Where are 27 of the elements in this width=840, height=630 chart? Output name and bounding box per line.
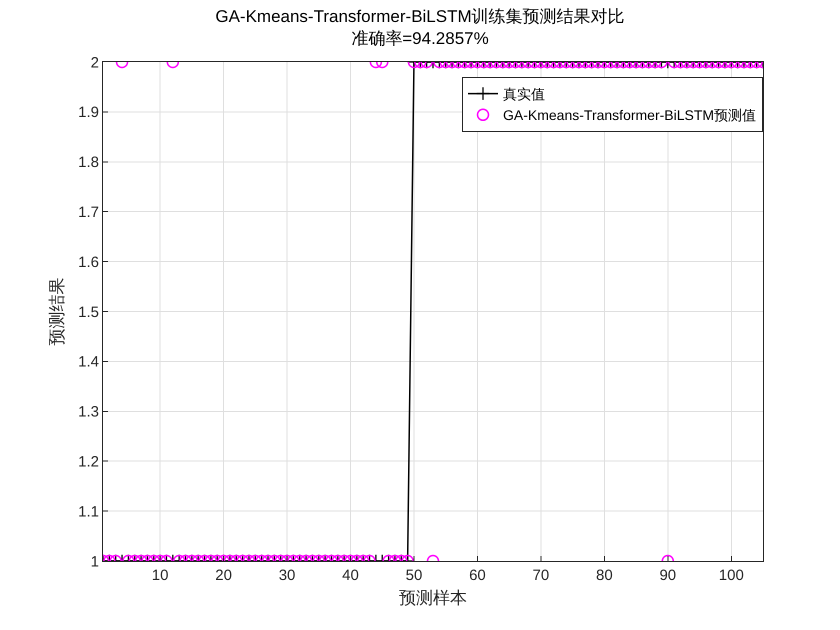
y-tick-label: 1.9 — [78, 104, 99, 122]
x-tick-label: 40 — [342, 567, 359, 584]
chart-title: GA-Kmeans-Transformer-BiLSTM训练集预测结果对比 — [215, 7, 625, 26]
x-tick-label: 30 — [278, 567, 296, 584]
y-tick-label: 1.2 — [78, 453, 99, 470]
x-tick-label: 70 — [532, 567, 550, 584]
y-tick-label: 1.6 — [78, 254, 99, 271]
x-tick-label: 20 — [215, 567, 232, 584]
y-tick-label: 1.7 — [78, 204, 99, 221]
x-tick-label: 90 — [659, 567, 676, 584]
x-axis-title: 预测样本 — [399, 588, 467, 608]
y-tick-label: 2 — [90, 54, 99, 72]
y-tick-label: 1.5 — [78, 304, 99, 321]
y-tick-label: 1 — [90, 553, 99, 570]
x-tick-label: 60 — [469, 567, 486, 584]
y-axis-title: 预测结果 — [48, 278, 67, 346]
legend-label: 真实值 — [503, 86, 545, 102]
x-tick-label: 50 — [406, 567, 422, 584]
y-tick-label: 1.1 — [78, 503, 99, 520]
x-tick-label: 100 — [718, 567, 744, 584]
chart-subtitle: 准确率=94.2857% — [351, 29, 489, 48]
y-tick-label: 1.3 — [78, 404, 99, 421]
x-tick-label: 10 — [152, 567, 168, 584]
y-tick-label: 1.8 — [78, 154, 99, 172]
legend-label: GA-Kmeans-Transformer-BiLSTM预测值 — [503, 107, 756, 124]
y-tick-label: 1.4 — [78, 354, 99, 371]
x-tick-label: 80 — [596, 567, 613, 584]
